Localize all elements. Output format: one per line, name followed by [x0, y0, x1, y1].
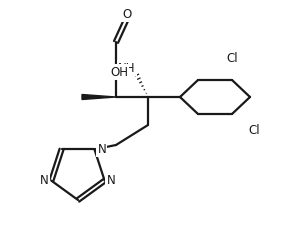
Polygon shape	[82, 95, 116, 100]
Text: Cl: Cl	[248, 124, 260, 137]
Text: N: N	[106, 174, 115, 187]
Text: N: N	[40, 174, 48, 187]
Text: OH: OH	[110, 65, 128, 78]
Text: N: N	[97, 143, 106, 156]
Text: NH: NH	[118, 61, 136, 74]
Text: O: O	[122, 8, 131, 20]
Text: Cl: Cl	[226, 51, 238, 64]
